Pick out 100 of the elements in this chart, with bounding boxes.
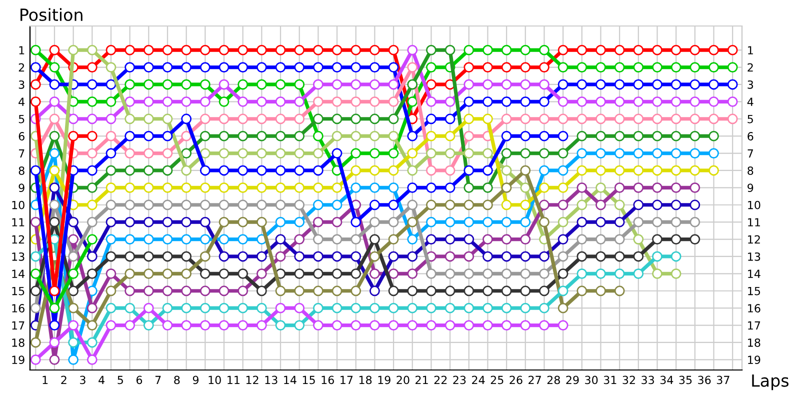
y2-tick-label: 8 — [748, 166, 754, 175]
point — [106, 44, 116, 56]
point — [30, 44, 41, 56]
point — [275, 44, 286, 56]
point — [162, 114, 173, 124]
point — [690, 79, 700, 90]
point — [444, 286, 456, 296]
point — [501, 79, 512, 90]
point — [200, 302, 210, 314]
point — [181, 148, 192, 158]
point — [256, 182, 267, 193]
point — [690, 182, 700, 193]
point — [652, 130, 662, 142]
point — [256, 216, 267, 228]
x-tick-label: 5 — [118, 376, 123, 384]
point — [482, 216, 493, 228]
point — [181, 216, 192, 228]
point — [124, 286, 136, 296]
point — [256, 62, 267, 72]
point — [256, 130, 267, 142]
point — [30, 354, 41, 365]
point — [539, 286, 550, 296]
point — [200, 44, 210, 56]
point — [426, 216, 436, 228]
point — [106, 148, 116, 158]
point — [369, 320, 380, 330]
point — [312, 251, 324, 262]
x-tick-label: 26 — [510, 376, 522, 384]
point — [68, 320, 79, 330]
point — [727, 96, 738, 107]
point — [312, 114, 324, 124]
point — [49, 130, 60, 142]
point — [539, 320, 550, 330]
x-tick-label: 10 — [208, 376, 221, 384]
point — [596, 251, 606, 262]
y2-tick-label: 16 — [748, 304, 760, 312]
point — [708, 62, 719, 72]
point — [670, 114, 682, 124]
point — [444, 182, 456, 193]
point — [482, 114, 493, 124]
point — [426, 114, 436, 124]
point — [312, 182, 324, 193]
point — [143, 200, 154, 210]
point — [576, 234, 588, 244]
point — [690, 148, 700, 158]
x-tick-label: 18 — [359, 376, 372, 384]
x-tick-label: 20 — [396, 376, 410, 384]
point — [30, 268, 41, 279]
point — [388, 251, 399, 262]
point — [708, 114, 719, 124]
point — [388, 302, 399, 314]
x-tick-label: 9 — [192, 376, 199, 384]
point — [576, 130, 588, 142]
point — [482, 251, 493, 262]
point — [520, 200, 531, 210]
point — [162, 44, 173, 56]
point — [68, 234, 79, 244]
point — [407, 302, 418, 314]
point — [200, 268, 210, 279]
point — [407, 216, 418, 228]
point — [464, 234, 474, 244]
point — [294, 302, 305, 314]
point — [464, 251, 474, 262]
y-tick-label: 12 — [12, 235, 24, 244]
x-tick-label: 37 — [716, 376, 730, 384]
x-tick-label: 15 — [302, 376, 315, 384]
point — [558, 320, 568, 330]
point — [238, 200, 248, 210]
point — [312, 200, 324, 210]
point — [633, 114, 644, 124]
point — [332, 234, 342, 244]
point — [218, 44, 230, 56]
point — [501, 234, 512, 244]
point — [426, 165, 436, 176]
point — [520, 216, 531, 228]
point — [106, 96, 116, 107]
y2-tick-label: 10 — [748, 200, 760, 210]
point — [350, 286, 362, 296]
point — [464, 182, 474, 193]
point — [482, 268, 493, 279]
point — [200, 216, 210, 228]
point — [670, 234, 682, 244]
point — [652, 251, 662, 262]
y2-tick-label: 5 — [748, 115, 753, 124]
point — [200, 148, 210, 158]
point — [444, 200, 456, 210]
point — [520, 234, 531, 244]
point — [275, 320, 286, 330]
point — [633, 182, 644, 193]
point — [238, 320, 248, 330]
point — [30, 302, 41, 314]
point — [256, 268, 267, 279]
point — [218, 165, 230, 176]
point — [312, 148, 324, 158]
point — [275, 130, 286, 142]
point — [49, 62, 60, 72]
point — [558, 286, 568, 296]
point — [482, 79, 493, 90]
point — [482, 234, 493, 244]
point — [727, 44, 738, 56]
